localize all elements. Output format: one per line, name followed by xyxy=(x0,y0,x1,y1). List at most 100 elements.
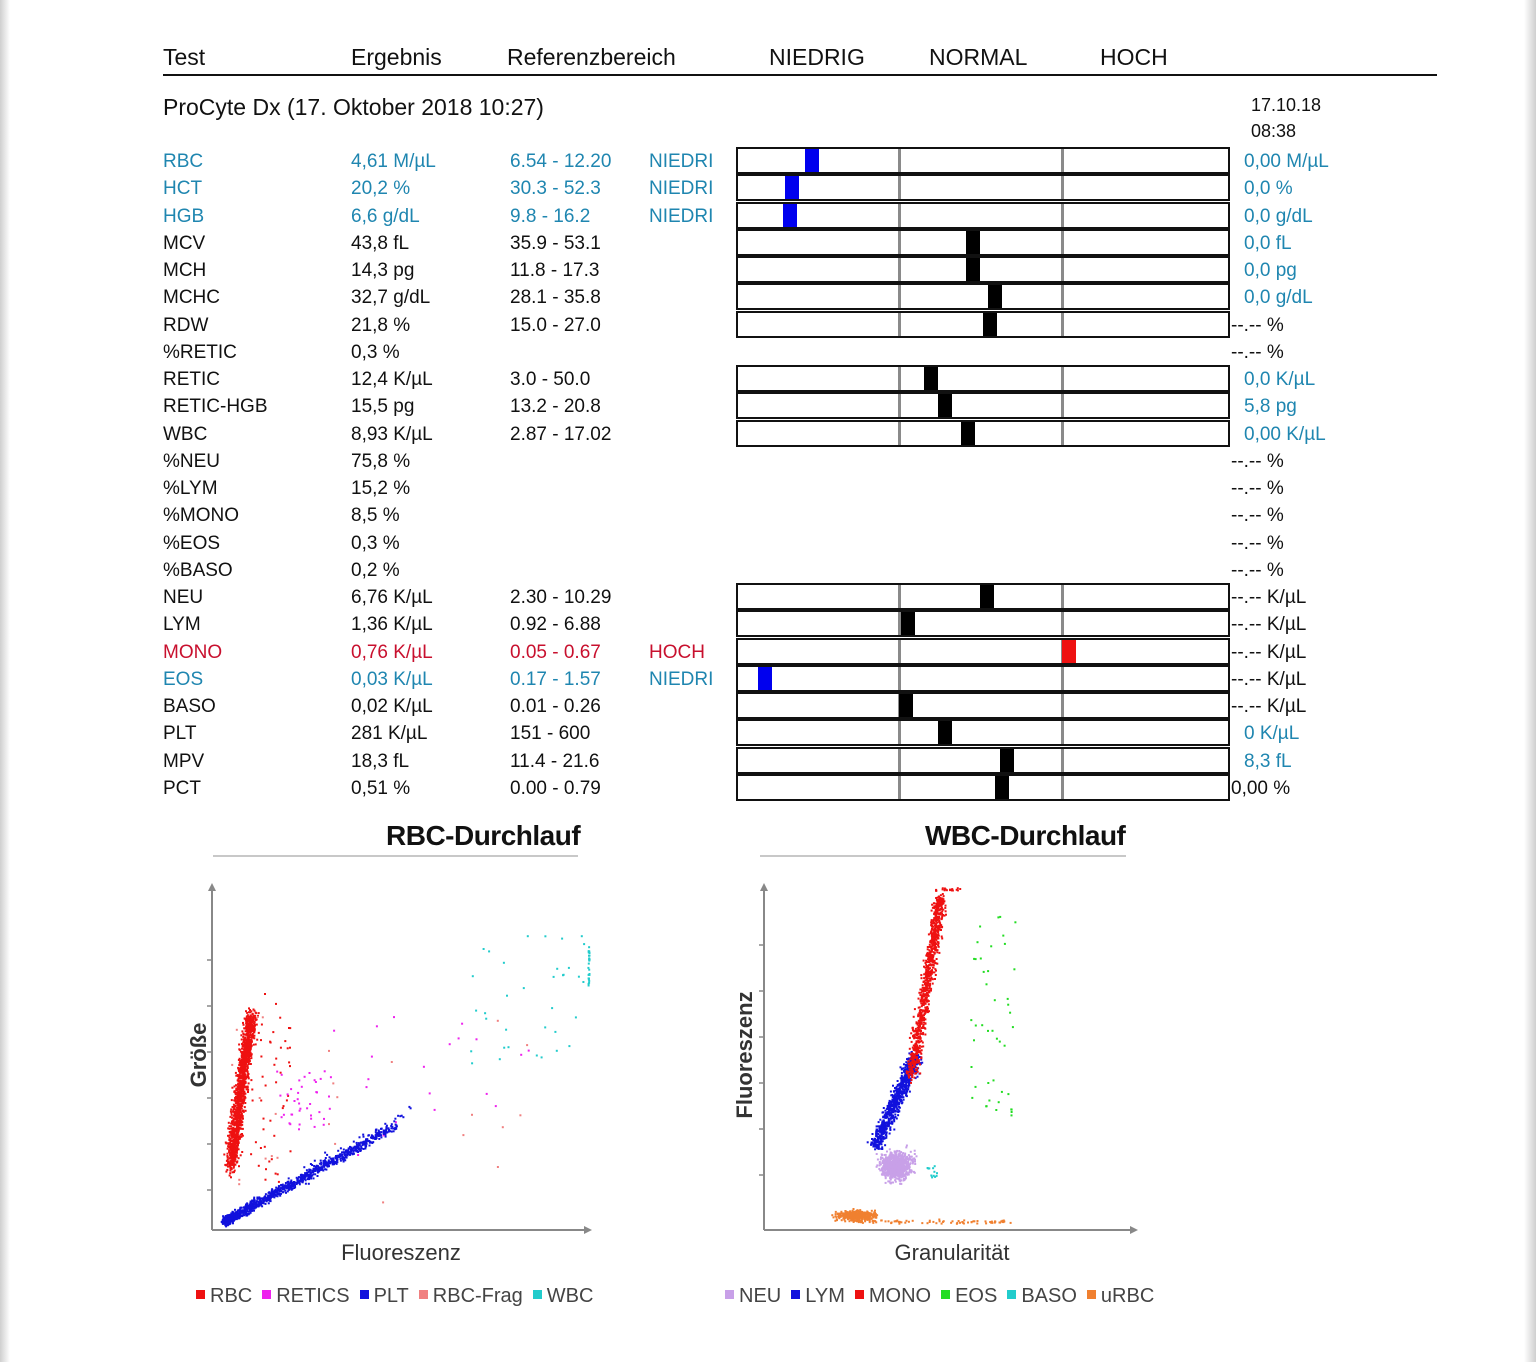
row-result: 15,2 % xyxy=(351,478,411,499)
legend-swatch xyxy=(1086,1290,1096,1300)
row-test: RETIC xyxy=(163,369,220,390)
header-result: Ergebnis xyxy=(351,44,442,70)
range-bar xyxy=(736,229,1230,256)
row-flag: HOCH xyxy=(649,642,705,663)
report-title: ProCyte Dx (17. Oktober 2018 10:27) xyxy=(163,94,544,120)
wbc-axes xyxy=(760,883,1138,1234)
legend-swatch xyxy=(532,1290,542,1300)
range-bar xyxy=(736,719,1230,746)
range-divider xyxy=(898,585,901,608)
range-bar xyxy=(736,774,1230,801)
legend-swatch xyxy=(791,1290,801,1300)
range-divider xyxy=(898,422,901,445)
range-marker xyxy=(901,612,915,635)
header-normal: NORMAL xyxy=(929,44,1028,70)
row-result: 4,61 M/µL xyxy=(351,151,436,172)
range-divider xyxy=(898,176,901,199)
row-ref: 0.01 - 0.26 xyxy=(510,696,601,717)
range-divider xyxy=(898,258,901,281)
row-test: %NEU xyxy=(163,451,221,472)
row-ref: 0.17 - 1.57 xyxy=(510,669,601,690)
row-test: HGB xyxy=(163,206,205,227)
row-ref: 0.05 - 0.67 xyxy=(510,642,601,663)
stamp-date: 17.10.18 xyxy=(1251,95,1322,115)
legend-label: WBC xyxy=(546,1285,594,1307)
row-previous-value: --.-- K/µL xyxy=(1231,614,1307,635)
row-result: 0,2 % xyxy=(351,560,400,581)
range-divider xyxy=(1061,204,1064,227)
header-divider xyxy=(163,74,1437,76)
row-test: %MONO xyxy=(163,505,239,526)
range-divider xyxy=(898,749,901,772)
range-divider xyxy=(1061,694,1064,717)
row-result: 15,5 pg xyxy=(351,396,415,417)
row-test: MCV xyxy=(163,233,206,254)
legend-label: BASO xyxy=(1021,1285,1077,1307)
row-ref: 2.87 - 17.02 xyxy=(510,424,612,445)
range-marker xyxy=(1000,749,1014,772)
row-previous-value: 0,0 g/dL xyxy=(1244,287,1313,308)
row-test: PLT xyxy=(163,723,197,744)
row-previous-value: --.-- K/µL xyxy=(1231,669,1307,690)
row-result: 0,76 K/µL xyxy=(351,642,433,663)
row-test: EOS xyxy=(163,669,204,690)
legend-label: LYM xyxy=(805,1285,845,1307)
row-test: MCHC xyxy=(163,287,220,308)
row-previous-value: 0,0 % xyxy=(1244,178,1293,199)
row-previous-value: --.-- K/µL xyxy=(1231,696,1307,717)
range-marker xyxy=(805,149,819,172)
header-reference: Referenzbereich xyxy=(507,44,676,70)
rbc-legend: RBC RETICS PLT RBC-Frag WBC xyxy=(196,1285,603,1308)
rbc-axes xyxy=(208,883,592,1234)
row-result: 0,51 % xyxy=(351,778,411,799)
row-ref: 9.8 - 16.2 xyxy=(510,206,591,227)
range-marker xyxy=(785,176,799,199)
legend-label: EOS xyxy=(955,1285,998,1307)
row-result: 1,36 K/µL xyxy=(351,614,433,635)
range-divider xyxy=(1061,585,1064,608)
row-result: 12,4 K/µL xyxy=(351,369,433,390)
row-test: RBC xyxy=(163,151,204,172)
legend-label: MONO xyxy=(868,1285,932,1307)
range-divider xyxy=(1061,231,1064,254)
range-marker xyxy=(924,367,938,390)
row-test: MCH xyxy=(163,260,207,281)
range-bar xyxy=(736,610,1230,637)
range-marker xyxy=(980,585,994,608)
legend-swatch xyxy=(359,1290,369,1300)
rbc-points xyxy=(220,935,591,1228)
legend-item: RBC xyxy=(196,1285,252,1307)
row-previous-value: --.-- % xyxy=(1231,533,1284,554)
row-test: WBC xyxy=(163,424,208,445)
row-ref: 15.0 - 27.0 xyxy=(510,315,601,336)
row-test: HCT xyxy=(163,178,203,199)
row-result: 8,93 K/µL xyxy=(351,424,433,445)
rbc-frag xyxy=(231,1015,529,1204)
rbc-xlabel: Fluoreszenz xyxy=(341,1240,461,1265)
row-ref: 6.54 - 12.20 xyxy=(510,151,612,172)
row-ref: 0.92 - 6.88 xyxy=(510,614,601,635)
wbc-plot-title: WBC-Durchlauf xyxy=(925,820,1126,851)
row-previous-value: --.-- % xyxy=(1231,478,1284,499)
urbc-cluster xyxy=(831,1208,879,1223)
row-test: MPV xyxy=(163,751,205,772)
row-result: 43,8 fL xyxy=(351,233,410,254)
row-flag: NIEDRI xyxy=(649,178,714,199)
range-bar xyxy=(736,692,1230,719)
range-divider xyxy=(898,667,901,690)
rbc-scatter xyxy=(250,993,292,1183)
lym-band xyxy=(866,1049,924,1151)
header-low: NIEDRIG xyxy=(769,44,865,70)
urbc-tail xyxy=(844,1218,1012,1225)
range-divider xyxy=(898,231,901,254)
range-divider xyxy=(1061,176,1064,199)
eos-cells xyxy=(970,915,1017,1117)
row-previous-value: --.-- % xyxy=(1231,342,1284,363)
row-test: NEU xyxy=(163,587,204,608)
row-previous-value: --.-- % xyxy=(1231,315,1284,336)
retics xyxy=(276,1070,332,1131)
range-divider xyxy=(1061,612,1064,635)
row-previous-value: --.-- % xyxy=(1231,451,1284,472)
page-edge-left xyxy=(0,0,10,1362)
legend-item: uRBC xyxy=(1086,1285,1154,1307)
